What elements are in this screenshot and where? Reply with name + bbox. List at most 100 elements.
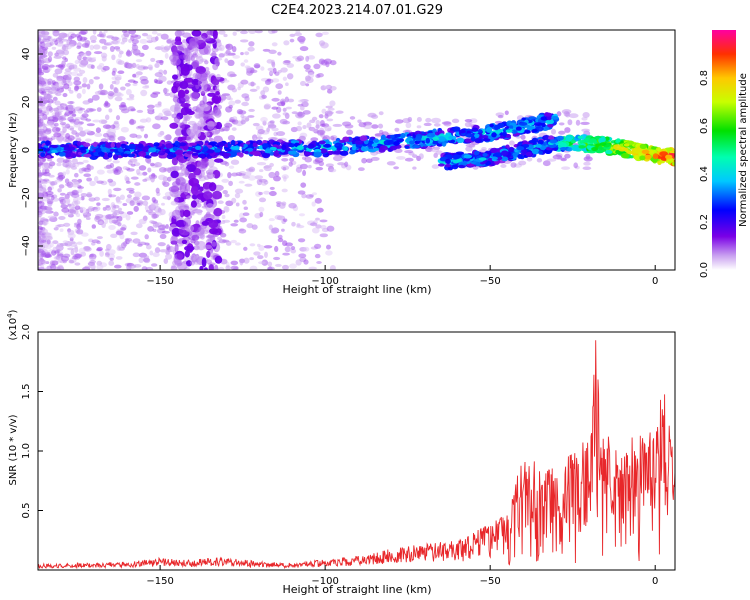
spectrogram-cell: [263, 180, 269, 185]
spectrogram-cell: [38, 36, 41, 41]
spectrogram-cell: [73, 80, 82, 86]
spectrogram-cell: [318, 40, 326, 46]
spectrogram-cell: [311, 227, 320, 234]
spectrogram-cell: [104, 252, 110, 258]
spectrogram-cell: [197, 120, 204, 127]
spectrogram-cell: [254, 175, 264, 180]
spectrogram-cell: [288, 150, 297, 155]
spectrogram-cell: [142, 178, 148, 182]
spectrogram-cell: [211, 95, 220, 104]
spectrogram-cell: [53, 122, 59, 127]
spectrogram-cell: [100, 138, 109, 143]
spectrogram-cell: [316, 207, 324, 213]
spectrogram-cell: [183, 114, 193, 119]
spectrogram-cell: [216, 142, 225, 146]
spectrogram-cell: [124, 175, 128, 182]
spectrogram-cell: [271, 30, 278, 34]
spectrogram-cell: [284, 246, 291, 253]
spectrogram-cell: [221, 214, 226, 220]
spectrogram-cell: [63, 83, 70, 90]
spectrogram-cell: [59, 34, 65, 39]
spectrogram-cell: [56, 157, 65, 163]
spectrogram-cell: [182, 145, 189, 151]
spectrogram-cell: [330, 135, 335, 141]
spectrogram-cell: [47, 103, 52, 108]
spectrogram-cell: [105, 206, 112, 211]
spectrogram-cell: [47, 78, 53, 85]
spectrogram-cell: [170, 265, 178, 270]
spectrogram-cell: [126, 63, 134, 70]
spectrogram-cell: [314, 217, 321, 221]
spectrogram-cell: [316, 261, 322, 264]
spectrogram-cell: [394, 127, 400, 132]
spectrogram-cell: [116, 215, 123, 222]
spectrogram-cell: [51, 46, 57, 50]
spectrogram-cell: [171, 51, 178, 57]
spectrogram-cell: [108, 260, 115, 266]
spectrogram-cell: [38, 42, 42, 48]
spectrogram-cell: [86, 191, 92, 198]
spectrogram-cell: [318, 114, 324, 119]
spectrogram-cell: [468, 121, 473, 127]
spectrogram-cell: [150, 93, 159, 98]
spectrogram-cell: [99, 38, 107, 44]
spectrogram-cell: [108, 224, 116, 230]
spectrogram-cell: [87, 207, 93, 213]
spectrogram-cell: [105, 243, 112, 251]
spectrogram-cell: [52, 72, 59, 78]
spectrogram-cell: [299, 152, 306, 157]
spectrogram-cell: [203, 175, 210, 181]
spectrogram-cell: [634, 155, 640, 160]
spectrogram-cell: [267, 266, 275, 270]
spectrogram-cell: [96, 180, 104, 184]
spectrogram-cell: [55, 92, 62, 97]
spectrogram-cell: [160, 116, 169, 121]
spectrogram-cell: [153, 78, 158, 84]
spectrogram-cell: [89, 165, 95, 170]
spectrogram-cell: [311, 192, 318, 196]
spectrogram-cell: [112, 154, 119, 160]
snr-xlabel: Height of straight line (km): [282, 583, 431, 596]
spectrogram-cell: [599, 142, 607, 146]
spectrogram-cell: [125, 89, 132, 96]
spectrogram-cell: [65, 133, 71, 139]
spectrogram-cell: [263, 103, 272, 110]
spectrogram-cell: [129, 133, 138, 138]
spectrogram-cell: [102, 65, 110, 71]
spectrogram-cell: [311, 128, 318, 132]
spectrogram-cell: [591, 147, 598, 151]
spectrogram-cell: [49, 41, 54, 46]
spectrogram-cell: [244, 51, 250, 56]
spectrogram-cell: [283, 176, 287, 182]
spectrogram-cell: [214, 264, 219, 270]
spectrogram-cell: [655, 147, 662, 152]
spectrogram-cell: [304, 156, 312, 163]
spectrogram-cell: [135, 59, 143, 63]
spectrogram-cell: [62, 171, 67, 176]
spectrogram-cell: [536, 158, 543, 163]
spectrogram-cell: [283, 59, 291, 64]
spectrogram-cell: [38, 221, 43, 226]
spectrogram-cell: [305, 76, 314, 84]
spectrogram-cell: [116, 142, 121, 149]
spectrogram-cell: [73, 76, 80, 82]
spectrogram-cell: [141, 266, 148, 270]
spectrogram-cell: [114, 96, 123, 102]
spectrogram-cell: [189, 92, 200, 99]
spectrogram-cell: [483, 138, 491, 142]
spectrogram-cell: [50, 144, 59, 149]
spectrogram-cell: [542, 160, 551, 167]
spectrogram-cell: [273, 175, 281, 182]
spectrogram-cell: [126, 49, 131, 56]
spectrogram-cell: [297, 190, 306, 195]
spectrogram-cell: [510, 162, 517, 168]
spectrogram-cell: [190, 260, 196, 266]
spectrogram-cell: [141, 44, 149, 51]
spectrogram-cell: [69, 241, 78, 247]
spectrogram-cell: [53, 255, 62, 261]
spectrogram-cell: [135, 223, 143, 229]
spectrogram-cell: [260, 116, 268, 123]
spectrogram-cell: [434, 131, 440, 136]
spectrogram-cell: [203, 191, 213, 200]
spectrogram-cell: [335, 110, 344, 114]
